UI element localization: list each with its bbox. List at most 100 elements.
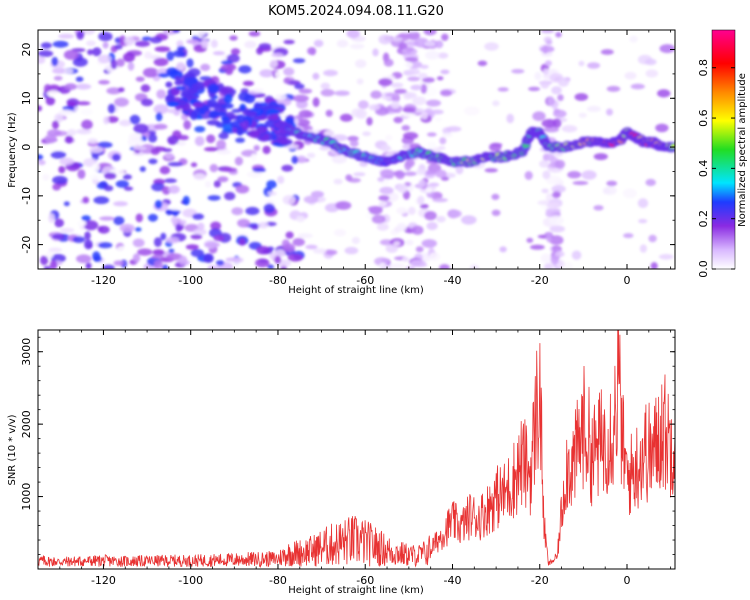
heatmap-noise-blob [416,168,427,176]
heatmap-band-blob [256,126,268,134]
heatmap-noise-blob [153,123,168,130]
heatmap-noise-blob [186,58,194,68]
heatmap-noise-blob [81,119,93,130]
heatmap-noise-blob [355,109,367,119]
heatmap-noise-blob [113,260,124,266]
heatmap-noise-blob [424,211,437,221]
heatmap-noise-blob [274,255,282,264]
heatmap-noise-blob [132,238,145,248]
heatmap-noise-blob [645,178,656,187]
heatmap-noise-blob [52,183,61,191]
heatmap-noise-blob [115,180,129,188]
heatmap-noise-blob [100,181,108,188]
heatmap-noise-blob [271,52,284,58]
heatmap-noise-blob [551,86,562,95]
figure-title: KOM5.2024.094.08.11.G20 [268,4,444,19]
heatmap-band-blob [180,91,194,98]
heatmap-band-blob [243,94,256,104]
heatmap-noise-blob [545,193,553,202]
heatmap-noise-blob [351,236,360,245]
heatmap-noise-blob [532,111,546,122]
heatmap-noise-blob [141,36,152,41]
heatmap-noise-blob [419,64,429,69]
heatmap-noise-blob [390,82,404,88]
heatmap-noise-blob [441,33,449,41]
heatmap-noise-blob [53,76,63,81]
heatmap-noise-blob [372,48,379,57]
heatmap-noise-blob [38,65,43,72]
heatmap-noise-blob [624,71,637,80]
heatmap-noise-blob [154,200,163,209]
heatmap-noise-blob [477,60,488,67]
heatmap-noise-blob [305,244,318,250]
heatmap-noise-blob [65,135,74,144]
heatmap-band-blob [221,103,234,109]
heatmap-noise-blob [158,73,170,78]
heatmap-noise-blob [54,113,64,123]
heatmap-noise-blob [182,195,190,206]
heatmap-noise-blob [491,209,501,216]
heatmap-noise-blob [204,147,219,152]
heatmap-noise-blob [484,168,498,173]
heatmap-noise-blob [324,249,338,256]
heatmap-noise-blob [129,114,141,125]
heatmap-noise-blob [59,157,75,166]
heatmap-noise-blob [541,119,557,128]
heatmap-noise-blob [606,180,618,187]
spectrogram-x-label: Height of straight line (km) [288,285,424,296]
heatmap-noise-blob [402,112,416,118]
x-tick-label: -40 [444,574,462,587]
heatmap-noise-blob [134,227,142,232]
heatmap-noise-blob [176,141,187,146]
heatmap-noise-blob [159,166,171,175]
heatmap-noise-blob [252,167,266,173]
heatmap-noise-blob [139,166,146,172]
heatmap-noise-blob [426,221,438,231]
y-tick-label: -10 [20,187,33,205]
heatmap-noise-blob [563,261,573,269]
heatmap-noise-blob [432,198,448,203]
heatmap-noise-blob [578,60,585,67]
heatmap-noise-blob [194,126,206,133]
heatmap-noise-blob [422,77,435,83]
heatmap-noise-blob [38,55,46,64]
heatmap-noise-blob [378,201,387,207]
heatmap-noise-blob [543,153,555,161]
heatmap-noise-blob [437,52,449,59]
heatmap-noise-blob [97,54,112,64]
heatmap-noise-blob [293,58,306,64]
heatmap-noise-blob [346,30,360,39]
heatmap-noise-blob [383,58,394,67]
heatmap-noise-blob [164,152,175,160]
heatmap-noise-blob [385,92,398,97]
heatmap-noise-blob [201,38,209,49]
heatmap-noise-blob [655,123,669,133]
heatmap-band-blob [174,76,181,81]
heatmap-noise-blob [543,126,559,133]
heatmap-noise-blob [255,258,270,268]
heatmap-noise-blob [379,186,394,195]
heatmap-noise-blob [52,120,59,130]
heatmap-noise-blob [84,239,93,250]
heatmap-noise-blob [539,45,555,53]
heatmap-noise-blob [405,239,414,246]
heatmap-noise-blob [407,76,421,82]
heatmap-noise-blob [534,71,542,81]
heatmap-noise-blob [148,133,158,143]
heatmap-noise-blob [190,234,203,240]
heatmap-noise-blob [222,167,238,172]
colorbar-tick-label: 0.2 [697,210,710,228]
x-tick-label: -80 [269,574,287,587]
heatmap-noise-blob [83,220,99,231]
heatmap-noise-blob [320,89,335,97]
heatmap-noise-blob [58,165,66,174]
heatmap-noise-blob [344,246,359,255]
heatmap-noise-blob [415,246,424,253]
heatmap-noise-blob [259,69,274,78]
heatmap-band-blob [266,109,280,115]
heatmap-noise-blob [393,241,401,247]
heatmap-noise-blob [362,131,371,137]
heatmap-band-blob [183,77,195,86]
y-tick-label: 10 [20,91,33,105]
